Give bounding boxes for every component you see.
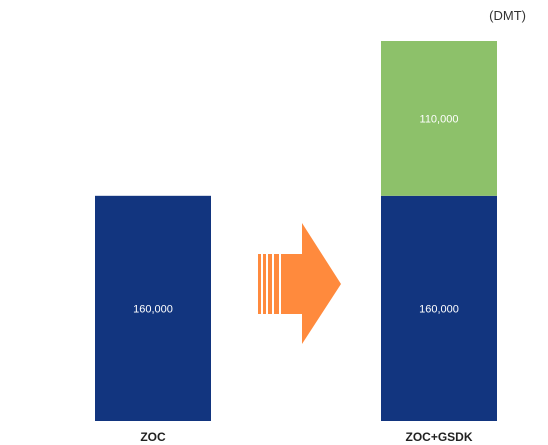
data-label: 160,000 [133, 303, 173, 315]
category-label: ZOC+GSDK [405, 430, 472, 444]
arrow-stripe [263, 254, 266, 314]
arrow-icon [258, 223, 341, 344]
arrow-stripe [274, 254, 279, 314]
bar-zoc-gsdk-segment-0 [381, 195, 497, 421]
data-label: 110,000 [420, 113, 459, 125]
arrow-head [281, 223, 341, 344]
data-label: 160,000 [419, 303, 459, 315]
arrow-stripe [258, 254, 261, 314]
bar-zoc-segment-0 [95, 195, 211, 421]
unit-label: (DMT) [489, 8, 526, 23]
labels-group: 160,000 ZOC 160,000 110,000 ZOC+GSDK [133, 113, 473, 444]
arrow-stripe [268, 254, 272, 314]
bars-group [95, 41, 497, 421]
bar-zoc-gsdk-segment-1 [381, 41, 497, 196]
category-label: ZOC [140, 430, 166, 444]
